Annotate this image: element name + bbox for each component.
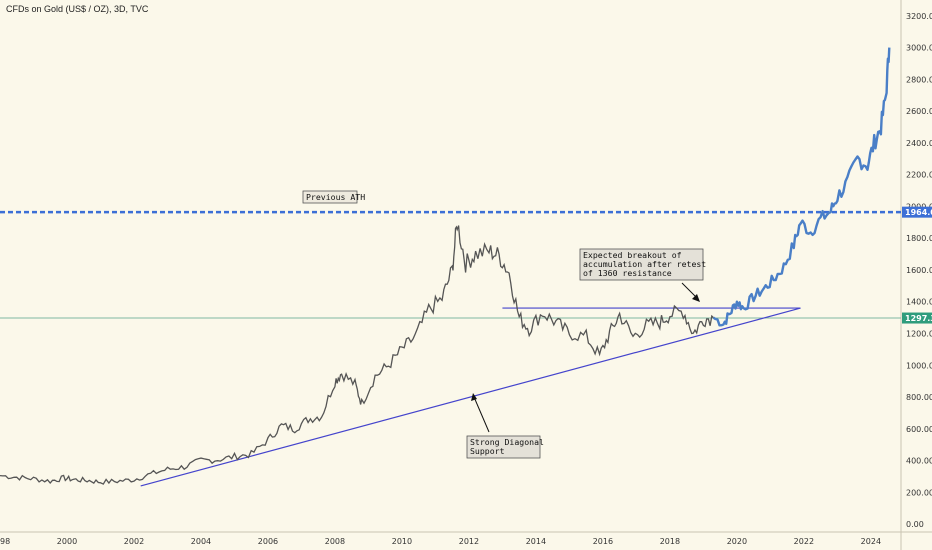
historical-price-series <box>0 225 714 485</box>
x-tick-label: 2012 <box>459 537 479 546</box>
x-tick-label: 1998 <box>0 537 10 546</box>
x-tick-label: 2008 <box>325 537 345 546</box>
y-tick-label: 1000.00 <box>906 361 932 370</box>
annotation-expected-breakout: Expected breakout of accumulation after … <box>579 248 706 281</box>
x-tick-label: 2000 <box>57 537 77 546</box>
diagonal-support-line <box>140 307 801 487</box>
x-tick-label: 2016 <box>593 537 613 546</box>
svg-text:Previous ATH: Previous ATH <box>306 192 365 202</box>
y-tick-label: 3200.00 <box>906 12 932 21</box>
y-tick-label: 3000.00 <box>906 44 932 53</box>
y-tick-label: 1400.00 <box>906 298 932 307</box>
y-tick-label: 200.00 <box>906 488 932 497</box>
arrow-to-breakout <box>681 282 700 302</box>
annotation-diagonal-support: Strong Diagonal Support <box>466 435 544 459</box>
y-tick-label: 2200.00 <box>906 171 932 180</box>
x-tick-label: 2010 <box>392 537 412 546</box>
annotation-previous-ath: Previous ATH <box>302 190 365 204</box>
y-tick-label: 2600.00 <box>906 107 932 116</box>
badge-ath-price: 1964.05 <box>902 206 932 218</box>
svg-text:Strong Diagonal: Strong Diagonal <box>470 437 544 447</box>
svg-text:Expected breakout of: Expected breakout of <box>583 250 682 260</box>
x-tick-label: 2006 <box>258 537 278 546</box>
y-tick-label: 2400.00 <box>906 139 932 148</box>
x-tick-label: 2024 <box>861 537 881 546</box>
y-tick-label: 1800.00 <box>906 234 932 243</box>
chart-title: CFDs on Gold (US$ / OZ), 3D, TVC <box>6 4 149 14</box>
svg-text:Support: Support <box>470 446 505 456</box>
y-tick-label: 1600.00 <box>906 266 932 275</box>
y-tick-label: 0.00 <box>906 520 924 529</box>
svg-text:1964.05: 1964.05 <box>905 208 932 217</box>
x-tick-label: 2022 <box>794 537 814 546</box>
y-tick-label: 600.00 <box>906 425 932 434</box>
x-tick-label: 2020 <box>727 537 747 546</box>
x-tick-label: 2018 <box>660 537 680 546</box>
svg-text:of 1360 resistance: of 1360 resistance <box>583 268 672 278</box>
y-tick-label: 1200.00 <box>906 329 932 338</box>
projected-price-series <box>712 47 891 327</box>
arrow-to-support <box>471 393 490 433</box>
badge-current-price: 1297.35 <box>902 312 932 324</box>
x-axis-ticks: 1998 2000 2002 2004 2006 2008 2010 2012 2014 2016… <box>0 537 881 546</box>
x-tick-label: 2004 <box>191 537 211 546</box>
x-tick-label: 2002 <box>124 537 144 546</box>
svg-text:1297.35: 1297.35 <box>905 314 932 323</box>
y-tick-label: 2800.00 <box>906 75 932 84</box>
y-tick-label: 400.00 <box>906 457 932 466</box>
y-tick-label: 800.00 <box>906 393 932 402</box>
svg-text:accumulation after retest: accumulation after retest <box>583 259 706 269</box>
x-tick-label: 2014 <box>526 537 546 546</box>
